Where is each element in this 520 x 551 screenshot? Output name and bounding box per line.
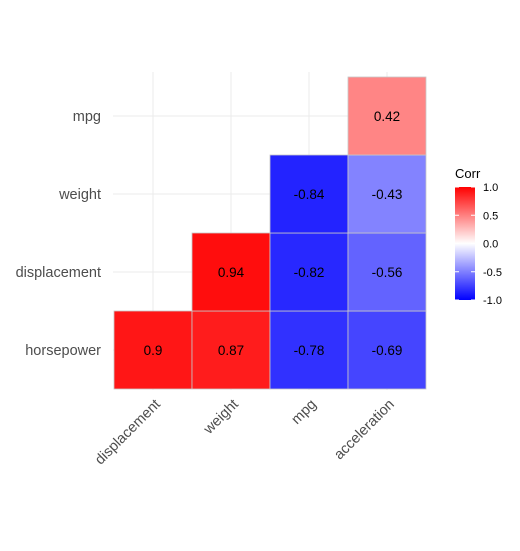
x-tick-label: mpg <box>289 397 320 428</box>
legend: Corr 1.0 0.5 0.0 -0.5 -1.0 <box>455 166 502 307</box>
legend-title: Corr <box>455 166 481 181</box>
x-tick-label: displacement <box>92 397 164 469</box>
heatmap-cell <box>347 310 427 390</box>
cell-value-label: 0.94 <box>218 265 245 280</box>
cell-value-label: -0.69 <box>372 343 403 358</box>
y-axis: horsepower displacement weight mpg <box>16 109 102 359</box>
cell-value-label: -0.78 <box>294 343 325 358</box>
legend-tick-label: 0.5 <box>483 210 498 222</box>
heatmap-cell <box>269 154 349 234</box>
x-tick-label: acceleration <box>331 397 398 464</box>
heatmap-cell <box>347 76 427 156</box>
cell-value-label: 0.9 <box>144 343 163 358</box>
x-tick-label: weight <box>200 397 242 439</box>
cell-value-label: 0.87 <box>218 343 244 358</box>
legend-ticks: 1.0 0.5 0.0 -0.5 -1.0 <box>455 182 502 307</box>
cell-value-label: -0.84 <box>294 187 325 202</box>
y-tick-label: mpg <box>73 109 101 125</box>
x-axis: displacement weight mpg acceleration <box>92 397 398 469</box>
cell-value-label: -0.56 <box>372 265 403 280</box>
heatmap-cell <box>113 310 193 390</box>
cell-value-label: 0.42 <box>374 109 400 124</box>
heatmap-cell <box>269 310 349 390</box>
legend-tick-label: 1.0 <box>483 182 498 194</box>
heatmap-cell <box>191 310 271 390</box>
heatmap-cell-labels: 0.9 0.87 -0.78 -0.69 0.94 -0.82 -0.56 -0.84 -0.4… <box>144 109 403 358</box>
legend-tick-label: 0.0 <box>483 239 498 251</box>
legend-tick-label: -0.5 <box>483 267 502 279</box>
heatmap-cells <box>113 76 427 390</box>
y-tick-label: displacement <box>16 265 101 281</box>
legend-tick-label: -1.0 <box>483 295 502 307</box>
cell-value-label: -0.43 <box>372 187 403 202</box>
y-tick-label: weight <box>58 187 101 203</box>
heatmap-cell <box>347 154 427 234</box>
legend-colorbar <box>455 187 475 300</box>
y-tick-label: horsepower <box>25 343 101 359</box>
cell-value-label: -0.82 <box>294 265 325 280</box>
